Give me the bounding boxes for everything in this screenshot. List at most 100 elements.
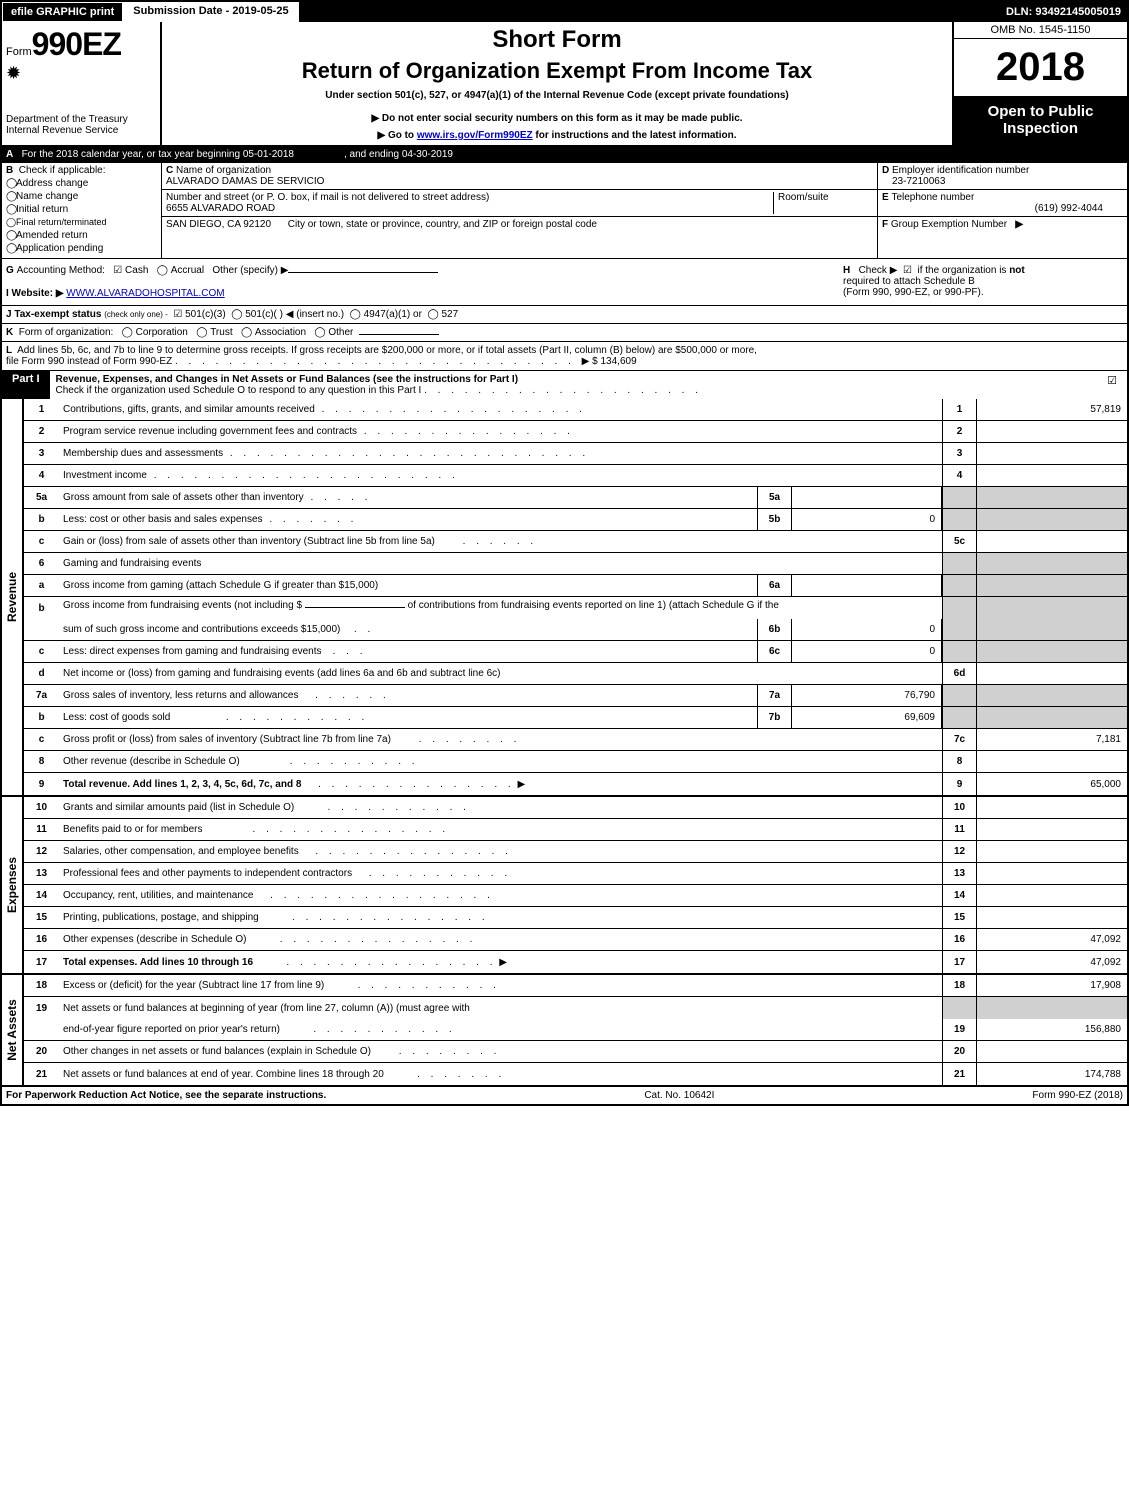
- line-desc: Salaries, other compensation, and employ…: [59, 841, 942, 862]
- right-val-shaded: [977, 509, 1127, 530]
- line-no: 11: [24, 819, 59, 840]
- check-final-return[interactable]: ◯Final return/terminated: [6, 217, 157, 228]
- desc-text: Other revenue (describe in Schedule O): [63, 756, 240, 767]
- line-16: 16 Other expenses (describe in Schedule …: [24, 929, 1127, 951]
- line-desc: Contributions, gifts, grants, and simila…: [59, 399, 942, 420]
- line-no: c: [24, 531, 59, 552]
- instruction-1: ▶ Do not enter social security numbers o…: [170, 113, 944, 124]
- line-4: 4 Investment income . . . . . . . . . . …: [24, 465, 1127, 487]
- desc-text: Net assets or fund balances at beginning…: [63, 1003, 470, 1014]
- k-other-blank[interactable]: [359, 334, 439, 335]
- dept-treasury: Department of the Treasury: [6, 114, 156, 125]
- short-form-title: Short Form: [170, 26, 944, 54]
- desc-text: Membership dues and assessments: [63, 448, 223, 459]
- expenses-section: Expenses 10 Grants and similar amounts p…: [2, 797, 1127, 975]
- right-val: [977, 797, 1127, 818]
- line-no: 9: [24, 773, 59, 795]
- line-no: 7a: [24, 685, 59, 706]
- line-19-1: 19 Net assets or fund balances at beginn…: [24, 997, 1127, 1019]
- l-text1: Add lines 5b, 6c, and 7b to line 9 to de…: [17, 345, 757, 356]
- mid-val: 69,609: [792, 707, 942, 728]
- g-other-blank[interactable]: [288, 272, 438, 273]
- line-no: b: [24, 707, 59, 728]
- line-no: c: [24, 641, 59, 662]
- label-a: A: [6, 149, 13, 160]
- row-j-tax-exempt: J Tax-exempt status (check only one) - ☑…: [2, 306, 1127, 324]
- form-page: efile GRAPHIC print Submission Date - 20…: [0, 0, 1129, 1106]
- side-label-revenue: Revenue: [2, 399, 24, 795]
- check-amended-return[interactable]: ◯Amended return: [6, 230, 157, 241]
- mid-no: 5a: [757, 487, 792, 508]
- line-5b: b Less: cost or other basis and sales ex…: [24, 509, 1127, 531]
- line-6c: c Less: direct expenses from gaming and …: [24, 641, 1127, 663]
- right-no: 19: [942, 1019, 977, 1040]
- right-no: 5c: [942, 531, 977, 552]
- check-initial-return[interactable]: ◯Initial return: [6, 204, 157, 215]
- mid-no: 7a: [757, 685, 792, 706]
- desc-text: Total revenue. Add lines 1, 2, 3, 4, 5c,…: [63, 779, 301, 790]
- k-text: Form of organization:: [19, 327, 114, 338]
- k-other: Other: [328, 327, 353, 338]
- d-text: Employer identification number: [892, 165, 1029, 176]
- label-d: D: [882, 165, 889, 176]
- mid-no: 6a: [757, 575, 792, 596]
- line-2: 2 Program service revenue including gove…: [24, 421, 1127, 443]
- desc-text: end-of-year figure reported on prior yea…: [63, 1024, 280, 1035]
- irs-label: Internal Revenue Service: [6, 125, 156, 136]
- top-bar: efile GRAPHIC print Submission Date - 20…: [2, 2, 1127, 22]
- subtitle: Under section 501(c), 527, or 4947(a)(1)…: [170, 90, 944, 101]
- right-no: 12: [942, 841, 977, 862]
- instruction-2: ▶ Go to www.irs.gov/Form990EZ for instru…: [170, 130, 944, 141]
- part1-checkbox[interactable]: ☑: [1097, 370, 1127, 399]
- desc-text: Occupancy, rent, utilities, and maintena…: [63, 890, 253, 901]
- col-d-right: D Employer identification number 23-7210…: [877, 163, 1127, 258]
- open-public-badge: Open to Public Inspection: [954, 97, 1127, 145]
- desc-text: Contributions, gifts, grants, and simila…: [63, 404, 315, 415]
- blank-amount[interactable]: [305, 607, 405, 608]
- line-1: 1 Contributions, gifts, grants, and simi…: [24, 399, 1127, 421]
- check-address-change[interactable]: ◯Address change: [6, 178, 157, 189]
- irs-link[interactable]: www.irs.gov/Form990EZ: [417, 130, 533, 141]
- room-label: Room/suite: [778, 192, 829, 203]
- line-desc: Program service revenue including govern…: [59, 421, 942, 442]
- revenue-label: Revenue: [5, 572, 19, 622]
- row-a-text2: , and ending 04-30-2019: [344, 149, 453, 160]
- line-desc: Gross income from fundraising events (no…: [59, 597, 942, 619]
- right-no-shaded: [942, 997, 977, 1019]
- b-header: B Check if applicable:: [6, 165, 157, 176]
- desc-text: Benefits paid to or for members: [63, 824, 203, 835]
- label-h: H: [843, 265, 850, 276]
- main-title: Return of Organization Exempt From Incom…: [170, 58, 944, 84]
- line-desc: Gain or (loss) from sale of assets other…: [59, 531, 942, 552]
- check-label: Application pending: [16, 243, 103, 254]
- line-desc: Gross sales of inventory, less returns a…: [59, 685, 757, 706]
- line-desc: Gross amount from sale of assets other t…: [59, 487, 757, 508]
- right-no-shaded: [942, 553, 977, 574]
- j-4947: 4947(a)(1) or: [364, 309, 422, 320]
- right-val: 65,000: [977, 773, 1127, 795]
- desc-text: Excess or (deficit) for the year (Subtra…: [63, 980, 324, 991]
- line-5a: 5a Gross amount from sale of assets othe…: [24, 487, 1127, 509]
- label-b: B: [6, 165, 13, 176]
- efile-print-button[interactable]: efile GRAPHIC print: [2, 2, 123, 22]
- right-no-shaded: [942, 707, 977, 728]
- label-g: G: [6, 265, 14, 276]
- line-no-blank: [24, 619, 59, 640]
- website-link[interactable]: WWW.ALVARADOHOSPITAL.COM: [66, 288, 224, 299]
- check-application-pending[interactable]: ◯Application pending: [6, 243, 157, 254]
- line-no: 16: [24, 929, 59, 950]
- instruct2-pre: ▶ Go to: [377, 130, 416, 141]
- check-name-change[interactable]: ◯Name change: [6, 191, 157, 202]
- desc-text: Gross amount from sale of assets other t…: [63, 492, 304, 503]
- h-text2: if the organization is: [917, 265, 1009, 276]
- header-right: OMB No. 1545-1150 2018 Open to Public In…: [952, 22, 1127, 145]
- desc-text: Total expenses. Add lines 10 through 16: [63, 957, 253, 968]
- desc-text: sum of such gross income and contributio…: [63, 624, 340, 635]
- desc-text: Program service revenue including govern…: [63, 426, 357, 437]
- right-val-shaded: [977, 487, 1127, 508]
- desc-text: Gain or (loss) from sale of assets other…: [63, 536, 435, 547]
- right-val-shaded: [977, 575, 1127, 596]
- submission-date: Submission Date - 2019-05-25: [123, 2, 300, 22]
- right-val: 17,908: [977, 975, 1127, 996]
- line-14: 14 Occupancy, rent, utilities, and maint…: [24, 885, 1127, 907]
